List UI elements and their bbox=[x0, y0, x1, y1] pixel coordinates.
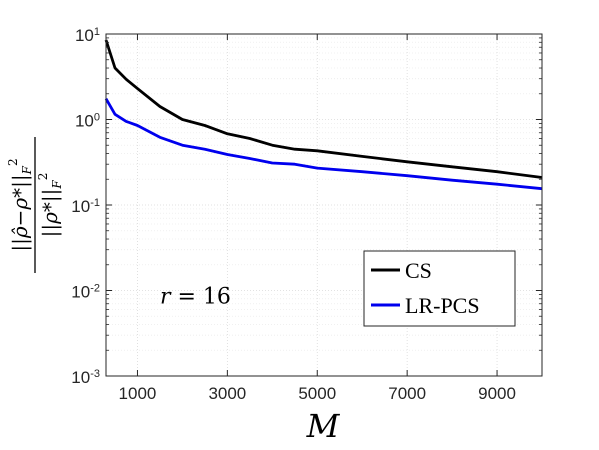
y-tick-base: 10 bbox=[75, 112, 94, 131]
y-tick-label: 10-3 bbox=[71, 368, 100, 387]
y-tick-exponent: 0 bbox=[94, 112, 100, 124]
y-tick-label: 101 bbox=[75, 26, 100, 45]
x-axis-label: M bbox=[306, 407, 341, 445]
series-layer bbox=[104, 39, 543, 191]
y-tick-label: 10-1 bbox=[71, 197, 100, 216]
legend: CS LR-PCS bbox=[363, 250, 516, 327]
y-tick-base: 10 bbox=[75, 26, 94, 45]
x-tick-label: 1000 bbox=[119, 384, 157, 403]
legend-label-cs: CS bbox=[405, 258, 432, 283]
y-label-numerator: ||ρ̂−ρ*||F2 bbox=[6, 158, 33, 251]
y-tick-base: 10 bbox=[71, 283, 90, 302]
y-tick-exponent: -3 bbox=[90, 368, 100, 380]
x-tick-labels: 1000 3000 5000 7000 9000 bbox=[119, 384, 516, 403]
y-tick-exponent: 1 bbox=[94, 26, 100, 38]
y-label-denominator: ||ρ*||F2 bbox=[36, 173, 63, 238]
y-axis-label: ||ρ̂−ρ*||F2 ||ρ*||F2 bbox=[6, 137, 64, 273]
legend-label-lr-pcs: LR-PCS bbox=[405, 293, 480, 318]
y-tick-label: 100 bbox=[75, 112, 100, 131]
rank-annotation: r = 16 bbox=[160, 285, 231, 310]
series-line-lr-pcs bbox=[104, 98, 543, 191]
y-tick-base: 10 bbox=[71, 368, 90, 387]
x-tick-label: 9000 bbox=[478, 384, 516, 403]
y-tick-base: 10 bbox=[71, 197, 90, 216]
x-tick-label: 3000 bbox=[208, 384, 246, 403]
axis-ticks bbox=[106, 33, 542, 377]
x-tick-label: 7000 bbox=[388, 384, 426, 403]
series-line-cs bbox=[104, 39, 543, 179]
y-tick-label: 10-2 bbox=[71, 283, 100, 302]
legend-box bbox=[363, 250, 516, 327]
x-tick-label: 5000 bbox=[298, 384, 336, 403]
minor-grid bbox=[106, 37, 542, 351]
y-tick-exponent: -2 bbox=[90, 283, 100, 295]
y-tick-exponent: -1 bbox=[90, 197, 100, 209]
